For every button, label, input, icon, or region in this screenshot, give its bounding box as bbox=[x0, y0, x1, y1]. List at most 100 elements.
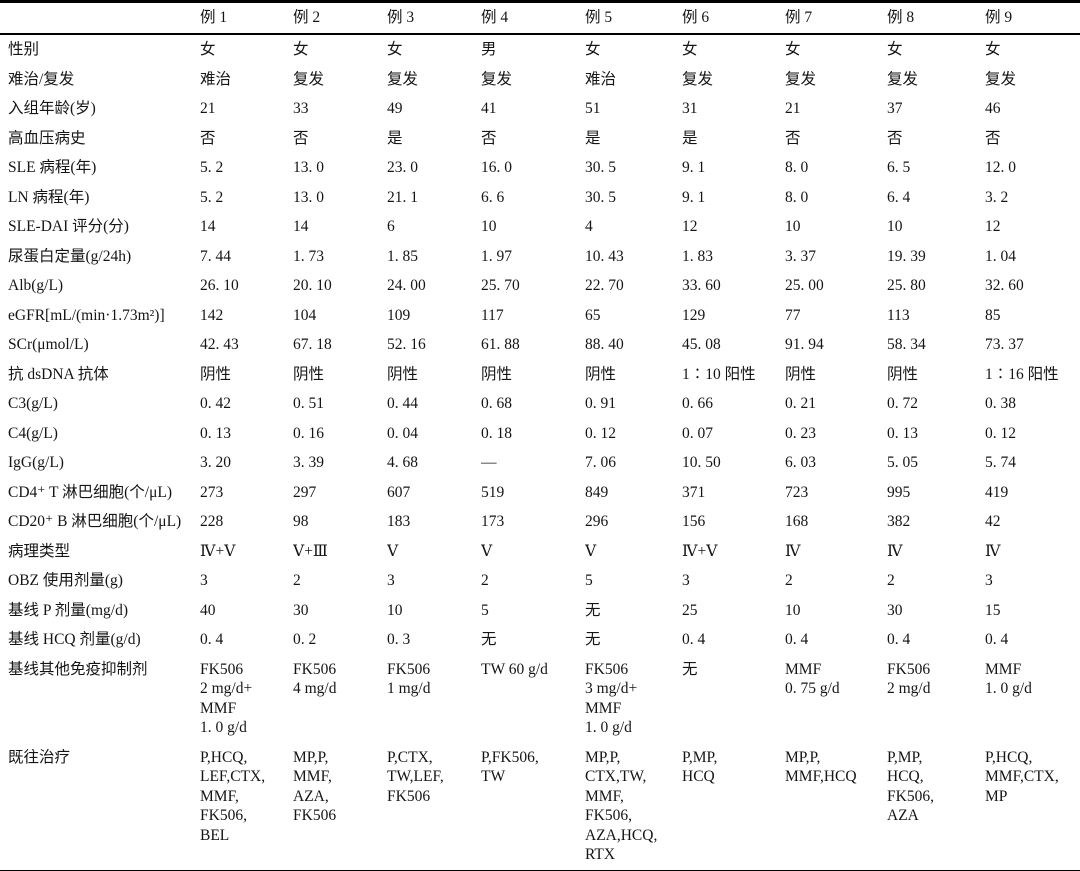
row-label: 既往治疗 bbox=[8, 748, 71, 766]
cell: 3 bbox=[985, 572, 993, 589]
case-header: 例 7 bbox=[785, 1, 887, 35]
cell: 4. 68 bbox=[387, 454, 418, 471]
cell: 阴性 bbox=[585, 365, 617, 383]
cell: 2 bbox=[293, 572, 301, 589]
cell: 0. 66 bbox=[682, 395, 713, 412]
cell: 21. 1 bbox=[387, 188, 418, 206]
cell: Ⅴ bbox=[585, 542, 597, 560]
row-label: IgG(g/L) bbox=[8, 454, 64, 471]
cell: 13. 0 bbox=[293, 159, 324, 176]
row-label: 性别 bbox=[8, 41, 40, 58]
cell: 复发 bbox=[481, 70, 513, 88]
cell: P,MP, HCQ, FK506, AZA bbox=[887, 748, 934, 825]
row-label: 抗 dsDNA 抗体 bbox=[8, 365, 109, 383]
cell: Ⅳ bbox=[985, 542, 1001, 560]
cell: 22. 70 bbox=[585, 277, 624, 294]
table-row: Alb(g/L) 26. 10 20. 10 24. 00 25. 70 22. 70 33… bbox=[0, 271, 1080, 301]
cell: 1. 83 bbox=[682, 247, 713, 265]
cell: 0. 4 bbox=[887, 631, 911, 648]
cell: Ⅴ bbox=[387, 542, 399, 560]
case-header: 例 1 bbox=[200, 1, 293, 35]
cell: 73. 37 bbox=[985, 336, 1024, 353]
cell: 33 bbox=[293, 100, 309, 117]
cell: 0. 18 bbox=[481, 424, 512, 442]
cell: Ⅳ+Ⅴ bbox=[682, 542, 718, 560]
cell: 25. 80 bbox=[887, 277, 926, 294]
cell: 阴性 bbox=[785, 365, 817, 383]
row-label: LN 病程(年) bbox=[8, 188, 90, 206]
corner-cell bbox=[0, 1, 200, 35]
cell: 45. 08 bbox=[682, 336, 721, 353]
cell: 3 bbox=[387, 572, 395, 589]
cell: 382 bbox=[887, 513, 911, 530]
cell: 42 bbox=[985, 513, 1001, 530]
table-row: SCr(μmol/L) 42. 43 67. 18 52. 16 61. 88 88. 4… bbox=[0, 330, 1080, 360]
cell: 是 bbox=[682, 129, 698, 147]
cell: 46 bbox=[985, 100, 1001, 117]
case-header: 例 5 bbox=[585, 1, 682, 35]
row-label: SLE 病程(年) bbox=[8, 159, 97, 176]
cell: 419 bbox=[985, 483, 1009, 501]
cell: 复发 bbox=[785, 70, 817, 88]
table-row: IgG(g/L) 3. 20 3. 39 4. 68 — 7. 06 10. 50 6. 03… bbox=[0, 448, 1080, 478]
cell: Ⅳ+Ⅴ bbox=[200, 542, 236, 560]
cell: 52. 16 bbox=[387, 336, 426, 353]
row-label: 难治/复发 bbox=[8, 70, 75, 88]
cell: 4 bbox=[585, 218, 593, 235]
cell: MP,P, MMF,HCQ bbox=[785, 748, 857, 786]
cell: 难治 bbox=[585, 70, 617, 88]
cell: 否 bbox=[200, 129, 216, 147]
cell: 12. 0 bbox=[985, 159, 1016, 176]
cell: 0. 68 bbox=[481, 395, 512, 412]
row-label: 基线其他免疫抑制剂 bbox=[8, 660, 148, 678]
cell: 6. 4 bbox=[887, 188, 911, 206]
case-header: 例 8 bbox=[887, 1, 985, 35]
cell: 男 bbox=[481, 41, 497, 58]
cell: 是 bbox=[387, 129, 403, 147]
cell: P,CTX, TW,LEF, FK506 bbox=[387, 748, 444, 805]
cell: 1. 97 bbox=[481, 247, 512, 265]
cell: 0. 21 bbox=[785, 395, 816, 412]
table-row: 高血压病史 否 否 是 否 是 是 否 否 否 bbox=[0, 124, 1080, 154]
table-row: CD20⁺ B 淋巴细胞(个/μL) 228 98 183 173 296 156 168 38… bbox=[0, 507, 1080, 537]
cell: 10 bbox=[785, 601, 801, 619]
cell: MMF 0. 75 g/d bbox=[785, 660, 840, 698]
cell: 5 bbox=[585, 572, 593, 589]
cell: FK506 3 mg/d+ MMF 1. 0 g/d bbox=[585, 660, 638, 737]
cell: 142 bbox=[200, 306, 224, 324]
cell: 无 bbox=[585, 631, 601, 648]
cell: 7. 44 bbox=[200, 247, 231, 265]
cell: FK506 4 mg/d bbox=[293, 660, 337, 698]
cell: 0. 51 bbox=[293, 395, 324, 412]
cell: 5. 74 bbox=[985, 454, 1016, 471]
cell: FK506 2 mg/d+ MMF 1. 0 g/d bbox=[200, 660, 253, 737]
cell: 阴性 bbox=[293, 365, 325, 383]
cell: 否 bbox=[293, 129, 309, 147]
table-row: 基线 P 剂量(mg/d) 40 30 10 5 无 25 10 30 15 bbox=[0, 596, 1080, 626]
table-row: 入组年龄(岁) 21 33 49 41 51 31 21 37 46 bbox=[0, 94, 1080, 124]
cell: 32. 60 bbox=[985, 277, 1024, 294]
cell: 995 bbox=[887, 483, 911, 501]
cell: 0. 13 bbox=[887, 424, 918, 442]
cell: 10. 50 bbox=[682, 454, 721, 471]
table-row: C4(g/L) 0. 13 0. 16 0. 04 0. 18 0. 12 0. 07 0. … bbox=[0, 419, 1080, 449]
table-row: 性别 女 女 女 男 女 女 女 女 女 bbox=[0, 34, 1080, 65]
cell: 否 bbox=[985, 129, 1001, 147]
table-body: 性别 女 女 女 男 女 女 女 女 女难治/复发 难治 复发 复发 复发 难治 复发 复发 复发 复发 入组年龄(岁… bbox=[0, 34, 1080, 871]
row-label: eGFR[mL/(min·1.73m²)] bbox=[8, 306, 165, 324]
row-label: SLE-DAI 评分(分) bbox=[8, 218, 129, 235]
cell: 67. 18 bbox=[293, 336, 332, 353]
row-label: 基线 HCQ 剂量(g/d) bbox=[8, 631, 141, 648]
row-label: CD20⁺ B 淋巴细胞(个/μL) bbox=[8, 513, 182, 530]
cell: 无 bbox=[481, 631, 497, 648]
cell: Ⅴ+Ⅲ bbox=[293, 542, 328, 560]
cell: 173 bbox=[481, 513, 505, 530]
cell: 30. 5 bbox=[585, 188, 616, 206]
cell: 0. 2 bbox=[293, 631, 317, 648]
cell: P,FK506, TW bbox=[481, 748, 539, 786]
cell: 183 bbox=[387, 513, 411, 530]
table-row: SLE 病程(年) 5. 2 13. 0 23. 0 16. 0 30. 5 9. 1 8. … bbox=[0, 153, 1080, 183]
cell: 0. 3 bbox=[387, 631, 411, 648]
